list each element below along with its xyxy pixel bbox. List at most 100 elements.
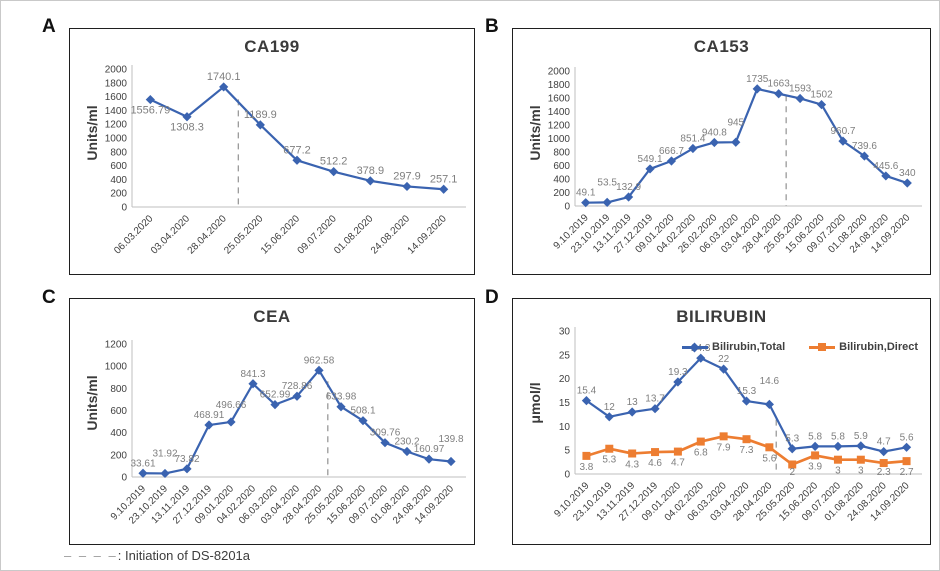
svg-text:1200: 1200	[548, 121, 571, 132]
chart-title-cea: CEA	[253, 307, 291, 326]
svg-text:800: 800	[553, 148, 570, 159]
svg-text:5.6: 5.6	[900, 432, 914, 443]
caption-ds8201a: – – – –: Initiation of DS-8201a	[64, 548, 250, 563]
svg-text:15: 15	[559, 398, 571, 409]
svg-text:0: 0	[564, 202, 570, 213]
svg-text:739.6: 739.6	[852, 141, 877, 152]
svg-text:4.3: 4.3	[625, 460, 639, 471]
svg-text:53.5: 53.5	[597, 178, 617, 189]
svg-text:49.1: 49.1	[576, 188, 596, 199]
legend-item-bilirubin-direct: Bilirubin,Direct	[809, 341, 918, 353]
svg-text:139.8: 139.8	[438, 434, 463, 445]
panel-ca199: CA199 Units/ml 0 200 400 600 800 1000 1200 1400…	[69, 28, 475, 275]
svg-text:5.8: 5.8	[831, 431, 845, 442]
svg-text:5: 5	[564, 446, 570, 457]
svg-text:5.3: 5.3	[602, 455, 616, 466]
svg-text:33.61: 33.61	[130, 458, 155, 469]
svg-text:132.9: 132.9	[616, 182, 641, 193]
svg-text:633.98: 633.98	[326, 392, 357, 403]
svg-text:0: 0	[121, 203, 127, 214]
svg-text:1200: 1200	[105, 340, 128, 351]
svg-text:2000: 2000	[548, 67, 571, 78]
svg-text:728.86: 728.86	[282, 381, 313, 392]
panel-ca153: CA153 Units/ml 0 200 400 600 800 1000 1200 1400…	[512, 28, 931, 275]
panel-letter-c: C	[42, 287, 56, 308]
svg-text:200: 200	[110, 450, 127, 461]
svg-text:297.9: 297.9	[393, 170, 421, 182]
svg-text:2000: 2000	[105, 65, 128, 76]
legend: Bilirubin,Total Bilirubin,Direct	[682, 341, 918, 353]
svg-text:1400: 1400	[548, 107, 571, 118]
svg-text:0: 0	[121, 473, 127, 484]
svg-text:1800: 1800	[548, 80, 571, 91]
svg-text:2.7: 2.7	[900, 467, 914, 478]
svg-text:445.6: 445.6	[873, 161, 898, 172]
svg-text:10: 10	[559, 422, 571, 433]
legend-label-direct: Bilirubin,Direct	[839, 341, 918, 353]
svg-text:5.9: 5.9	[854, 431, 868, 442]
panel-letter-b: B	[485, 16, 499, 37]
svg-text:800: 800	[110, 147, 127, 158]
svg-text:800: 800	[110, 384, 127, 395]
line-chart-ca199: 020040060080010001200140016001800200006.…	[105, 65, 466, 257]
svg-text:400: 400	[110, 175, 127, 186]
svg-text:5.8: 5.8	[808, 431, 822, 442]
svg-text:13: 13	[627, 397, 639, 408]
square-marker-icon	[809, 342, 836, 352]
svg-text:200: 200	[110, 189, 127, 200]
chart-title-ca153: CA153	[693, 37, 750, 56]
panel-letter-d: D	[485, 287, 499, 308]
svg-text:962.58: 962.58	[304, 355, 335, 366]
svg-text:22: 22	[718, 354, 730, 365]
svg-text:20: 20	[559, 374, 571, 385]
svg-text:677.2: 677.2	[283, 144, 311, 156]
chart-title-ca199: CA199	[244, 37, 300, 56]
svg-text:24.3: 24.3	[691, 343, 711, 354]
svg-text:496.66: 496.66	[216, 400, 247, 411]
svg-text:3: 3	[835, 466, 841, 477]
svg-text:4.7: 4.7	[877, 437, 891, 448]
dashed-line-key-icon: – – – –	[64, 548, 118, 563]
svg-text:841.3: 841.3	[240, 369, 265, 380]
svg-text:652.99: 652.99	[260, 390, 291, 401]
svg-text:15.3: 15.3	[737, 386, 757, 397]
diamond-marker-icon	[682, 342, 709, 352]
svg-text:5.3: 5.3	[785, 434, 799, 445]
svg-text:6.8: 6.8	[694, 448, 708, 459]
svg-text:15.4: 15.4	[577, 386, 597, 397]
svg-text:2.3: 2.3	[877, 467, 891, 478]
svg-text:1800: 1800	[105, 78, 128, 89]
svg-text:3.9: 3.9	[808, 461, 822, 472]
svg-text:31.92: 31.92	[152, 448, 177, 459]
chart-title-bilirubin: BILIRUBIN	[676, 307, 767, 326]
panel-letter-a: A	[42, 16, 56, 37]
svg-text:945: 945	[727, 117, 744, 128]
svg-text:1200: 1200	[105, 120, 128, 131]
svg-text:1740.1: 1740.1	[207, 71, 241, 83]
svg-text:340: 340	[899, 168, 916, 179]
svg-text:230.2: 230.2	[394, 436, 419, 447]
svg-text:940.8: 940.8	[702, 127, 727, 138]
legend-item-bilirubin-total: Bilirubin,Total	[682, 341, 785, 353]
svg-text:508.1: 508.1	[350, 406, 375, 417]
legend-label-total: Bilirubin,Total	[712, 341, 786, 353]
svg-text:600: 600	[553, 161, 570, 172]
svg-text:13.7: 13.7	[645, 394, 665, 405]
svg-text:19.3: 19.3	[668, 367, 688, 378]
svg-text:309.76: 309.76	[370, 428, 401, 439]
svg-text:1000: 1000	[105, 134, 128, 145]
svg-text:1600: 1600	[548, 94, 571, 105]
svg-text:512.2: 512.2	[320, 156, 348, 168]
svg-text:378.9: 378.9	[357, 165, 385, 177]
svg-text:1308.3: 1308.3	[170, 122, 204, 134]
svg-text:1556.79: 1556.79	[130, 105, 170, 117]
svg-text:2: 2	[789, 467, 795, 478]
panel-cea: CEA Units/ml 0 200 400 600 800 1000 1200 9.10.2…	[69, 298, 475, 545]
svg-text:1600: 1600	[105, 92, 128, 103]
svg-text:1502: 1502	[810, 90, 833, 101]
svg-text:14.6: 14.6	[760, 376, 780, 387]
svg-text:160.97: 160.97	[414, 444, 445, 455]
svg-text:4.7: 4.7	[671, 458, 685, 469]
svg-text:1735: 1735	[746, 74, 769, 85]
